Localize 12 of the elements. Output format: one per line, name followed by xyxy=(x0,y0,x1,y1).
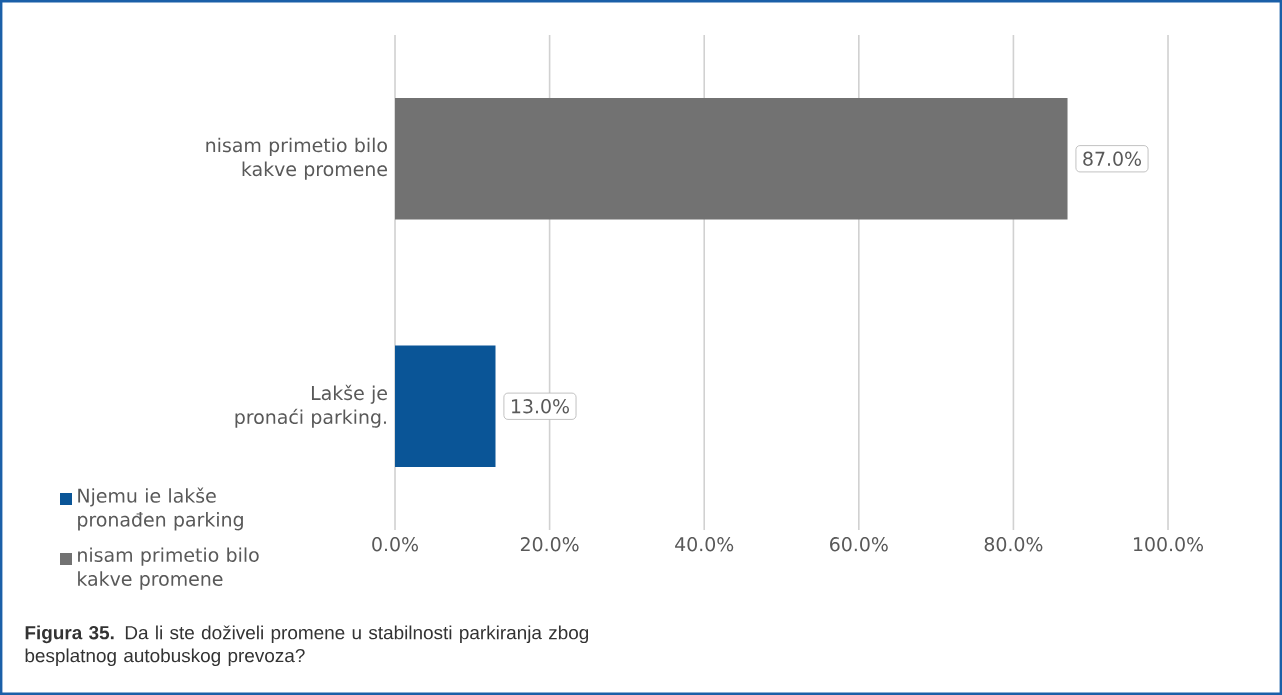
x-tick-label: 40.0% xyxy=(675,537,734,552)
legend-label: Njemu ie lakše pronađen parking xyxy=(78,487,243,531)
x-tick-label: 0.0% xyxy=(372,537,418,552)
text: Figura 35. Da li ste doživeli promene u stabilnosti parkiranja zbog besplatnog autobuskog prevoza? xyxy=(25,625,589,667)
x-tick-label: 80.0% xyxy=(984,537,1043,552)
x-tick-label: 60.0% xyxy=(830,537,888,552)
x-tick-label: 20.0% xyxy=(520,537,579,552)
data-label: 13.0% xyxy=(512,399,569,414)
x-tick-label: 100.0% xyxy=(1134,537,1204,552)
legend-label: nisam primetio bilo kakve promene xyxy=(78,547,259,590)
data-label: 87.0% xyxy=(1083,151,1141,166)
y-tick-label: Lakše je pronaći parking. xyxy=(235,384,387,428)
